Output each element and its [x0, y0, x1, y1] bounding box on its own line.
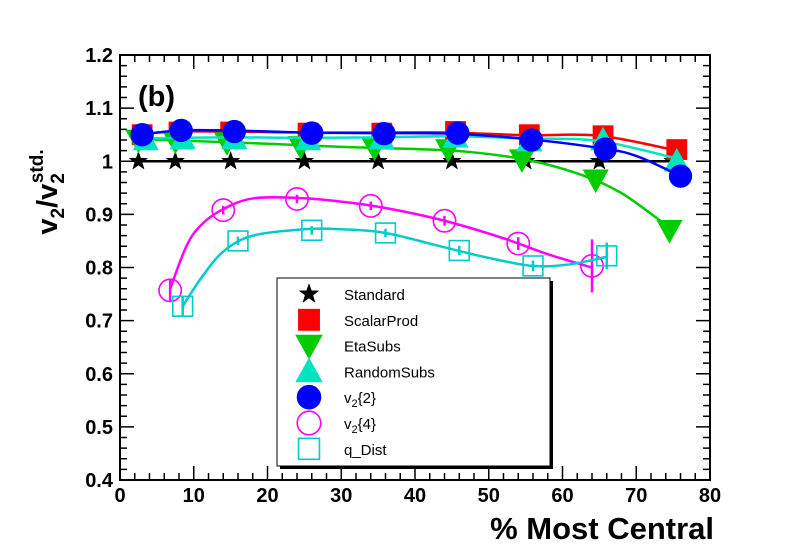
y-tick-label: 0.6 [85, 364, 113, 386]
legend-marker-randomsubs [295, 357, 323, 383]
legend-label-etasubs: EtaSubs [344, 339, 401, 356]
x-axis-title: % Most Central [490, 511, 714, 546]
point-v2-4 [285, 187, 309, 211]
y-title-sup: std. [27, 149, 48, 183]
point-v2-4 [358, 193, 383, 218]
legend-entries: Standard ScalarProd EtaSubs RandomSubs v2{2}… [295, 283, 435, 461]
panel-label: (b) [138, 81, 175, 113]
x-tick-labels: 0 10 20 30 40 50 60 70 80 [114, 485, 721, 507]
legend-marker-scalarprod [298, 308, 320, 331]
legend-marker-v2-2 [296, 384, 322, 410]
point-q-dist [374, 222, 397, 244]
point-standard [165, 150, 186, 170]
legend-label-v2-4: v2{4} [344, 416, 376, 436]
point-v2-2 [519, 128, 544, 152]
point-v2-2 [668, 164, 693, 188]
point-v2-2 [169, 118, 193, 143]
y-tick-label: 0.4 [85, 470, 114, 492]
legend-box [276, 277, 551, 467]
series-line-etasubs [138, 137, 671, 229]
x-tick-label: 60 [551, 485, 573, 507]
y-title-slash: /v [32, 184, 64, 208]
x-tick-label: 40 [404, 485, 426, 507]
point-q-dist [522, 255, 544, 277]
legend-label-q-dist: q_Dist [344, 442, 387, 459]
point-q-dist [227, 230, 249, 252]
point-standard [128, 150, 149, 170]
y-tick-label: 1 [102, 151, 113, 173]
point-q-dist [596, 245, 618, 267]
y-title-sub2: 2 [48, 173, 69, 184]
y-tick-label: 0.7 [85, 311, 113, 333]
x-tick-label: 20 [256, 485, 278, 507]
y-tick-label: 1.2 [85, 45, 113, 67]
point-standard [294, 150, 315, 170]
y-title-v: v [32, 218, 64, 234]
point-v2-2 [222, 119, 246, 144]
y-tick-label: 0.8 [85, 258, 113, 280]
y-axis-title: v2/v2std. [27, 149, 69, 234]
x-tick-label: 0 [114, 485, 125, 507]
legend-marker-q-dist [297, 437, 321, 461]
y-tick-label: 0.9 [85, 204, 113, 226]
point-v2-4 [432, 208, 457, 233]
point-v2-2 [300, 121, 324, 145]
x-tick-label: 10 [183, 485, 205, 507]
point-etasubs [582, 169, 609, 194]
point-v2-4 [158, 278, 183, 303]
svg-text:v2/v2std.: v2/v2std. [27, 149, 69, 234]
series-q-dist [171, 219, 618, 317]
point-standard [368, 150, 388, 170]
point-standard [442, 150, 462, 170]
series-line-q-dist [181, 227, 607, 307]
point-q-dist [171, 295, 194, 317]
y-title-sub1: 2 [48, 208, 69, 219]
point-v2-4 [211, 198, 236, 223]
point-v2-2 [372, 121, 396, 146]
point-standard [220, 150, 241, 170]
y-tick-label: 0.5 [85, 417, 113, 439]
y-tick-label: 1.1 [85, 98, 113, 120]
x-tick-label: 30 [330, 485, 352, 507]
point-q-dist [448, 239, 470, 262]
legend-marker-v2-4 [296, 410, 322, 436]
point-v2-4 [506, 231, 531, 256]
series-v2-2 [130, 118, 693, 188]
point-v2-2 [130, 123, 154, 147]
point-q-dist [301, 219, 323, 242]
series-v2-4 [158, 187, 604, 303]
legend-marker-standard [298, 283, 320, 303]
point-v2-2 [593, 137, 617, 161]
legend: Standard ScalarProd EtaSubs RandomSubs v2{2}… [276, 277, 553, 469]
legend-label-scalarprod: ScalarProd [344, 313, 418, 330]
point-v2-2 [446, 121, 470, 145]
series-layer [125, 118, 693, 317]
legend-label-v2-2: v2{2} [344, 390, 376, 410]
point-etasubs [656, 220, 683, 244]
x-tick-label: 70 [625, 485, 647, 507]
x-tick-label: 80 [699, 485, 721, 507]
axis-ticks [119, 54, 711, 481]
legend-marker-etasubs [295, 334, 323, 360]
legend-label-standard: Standard [344, 287, 405, 304]
legend-label-randomsubs: RandomSubs [344, 364, 435, 381]
x-tick-label: 50 [478, 485, 500, 507]
y-tick-labels: 0.4 0.5 0.6 0.7 0.8 0.9 1 1.1 1.2 [85, 45, 114, 492]
